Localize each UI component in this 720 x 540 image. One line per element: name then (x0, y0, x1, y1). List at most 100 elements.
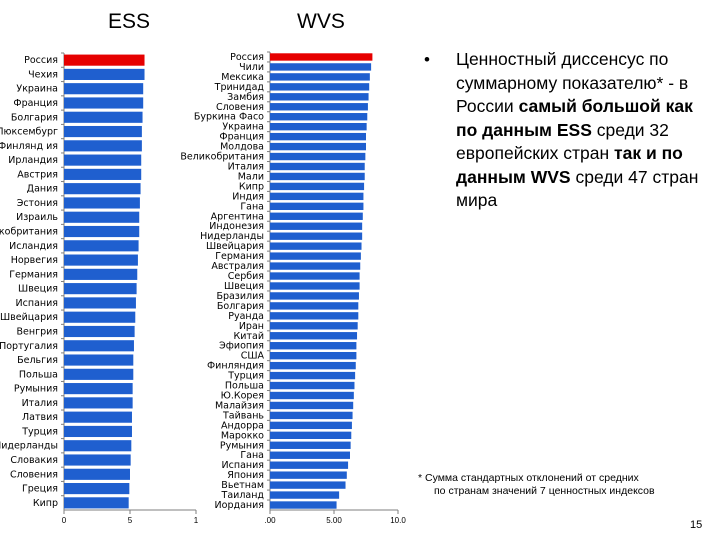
summary-text-part1: Ценностный диссенсус по суммарному показ… (456, 49, 689, 116)
category-label: Словакия (10, 455, 58, 466)
bar (64, 325, 135, 338)
category-label: Андорра (221, 420, 264, 431)
bar (64, 440, 132, 452)
bar (64, 268, 138, 280)
bar (64, 383, 133, 395)
category-label: Тайвань (222, 410, 264, 421)
bar (270, 262, 361, 270)
category-label: Россия (24, 55, 58, 66)
bar (64, 425, 132, 438)
bar (270, 342, 357, 350)
category-label: Дания (27, 184, 58, 195)
bar (64, 97, 144, 109)
bar (270, 481, 346, 489)
category-label: Франция (219, 132, 264, 143)
bar (270, 73, 370, 81)
bar (270, 202, 364, 211)
bar (270, 371, 356, 380)
bar (64, 211, 140, 223)
category-label: Швейцария (206, 241, 264, 252)
bar (270, 302, 359, 310)
category-label: Швейцария (0, 312, 58, 323)
category-label: Австралия (211, 261, 264, 272)
category-label: Румыния (220, 440, 264, 451)
x-tick-label: 5.00 (326, 516, 342, 525)
bar (270, 431, 352, 440)
category-label: Буркина Фасо (194, 112, 264, 123)
bar (270, 501, 337, 509)
bar (270, 122, 367, 131)
wvs-chart-title: WVS (297, 10, 345, 33)
category-label: Эстония (17, 198, 58, 209)
category-label: Япония (227, 470, 264, 481)
category-label: Болгария (217, 301, 264, 312)
bar (270, 113, 368, 121)
category-label: Нидерланды (200, 231, 264, 242)
bar (270, 322, 358, 330)
category-label: Молдова (220, 142, 264, 153)
category-label: Россия (230, 52, 264, 63)
bar (64, 140, 142, 152)
category-label: Германия (9, 269, 58, 280)
bar (64, 283, 137, 295)
bar (64, 411, 132, 423)
category-label: Мали (238, 171, 264, 182)
summary-text-part4: так и по данным WVS (456, 143, 683, 187)
bar (270, 421, 352, 430)
bar (270, 272, 360, 280)
category-label: Кипр (239, 181, 264, 192)
category-label: Тринидад (214, 82, 265, 93)
bar (64, 397, 133, 409)
bar (64, 454, 131, 466)
bar (270, 63, 372, 71)
bar (270, 232, 363, 240)
category-label: Вьетнам (221, 480, 264, 491)
bar (270, 491, 340, 499)
summary-text-part3: среди 32 европейских стран (456, 119, 669, 164)
bar (64, 68, 145, 80)
category-label: Замбия (227, 92, 264, 103)
category-label: Румыния (14, 384, 58, 395)
bar (270, 93, 369, 101)
bar (64, 111, 143, 123)
bar (270, 361, 356, 370)
bar (64, 354, 134, 366)
bar (270, 332, 358, 340)
bar (64, 483, 130, 495)
bar (270, 411, 353, 420)
bar (270, 441, 351, 449)
bar (64, 154, 142, 166)
bar (270, 242, 362, 250)
bar (270, 471, 347, 479)
category-label: Люксембург (0, 127, 58, 138)
category-label: Финлянд ия (0, 141, 58, 152)
x-tick-label: 10.0 (390, 516, 406, 525)
bar (270, 172, 365, 181)
category-label: Гана (240, 450, 264, 461)
bar (270, 292, 359, 300)
category-label: Франция (13, 98, 58, 109)
category-label: Великобритания (180, 152, 264, 163)
category-label: Иран (239, 321, 264, 332)
bar (64, 468, 130, 480)
category-label: Словения (10, 469, 58, 480)
category-label: Чили (239, 62, 264, 73)
category-label: Индонезия (209, 221, 264, 232)
bullet-symbol: • (424, 50, 430, 69)
bar (64, 197, 140, 209)
bar (270, 222, 363, 230)
x-tick-label: 1 (194, 516, 199, 525)
category-label: Малайзия (215, 400, 264, 411)
category-label: Италия (22, 398, 58, 409)
bar (270, 182, 365, 191)
category-label: Австрия (17, 169, 58, 180)
bar (270, 451, 350, 459)
category-label: Венгрия (17, 326, 58, 337)
bar (270, 103, 368, 111)
category-label: Турция (227, 371, 264, 382)
summary-text-part2: самый большой как по данным ESS (456, 96, 693, 140)
bar (270, 351, 357, 360)
bar (64, 497, 129, 509)
bar (270, 142, 366, 151)
bar (64, 83, 144, 95)
